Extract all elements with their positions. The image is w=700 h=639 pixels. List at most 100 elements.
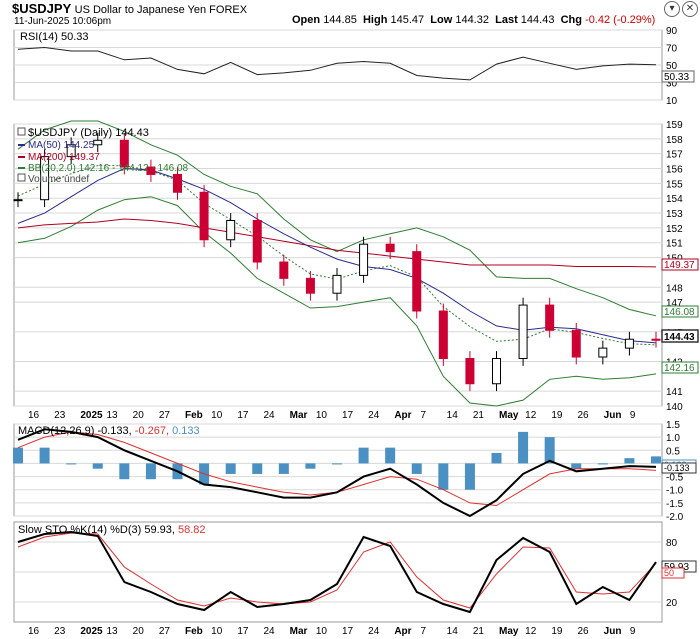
date-axis-label: 21 <box>473 626 485 637</box>
date-axis-label: Mar <box>290 410 308 421</box>
rsi-value-badge <box>661 70 695 83</box>
bb-lower-line <box>17 196 657 407</box>
high-label: High <box>362 14 388 26</box>
date-axis-label: 16 <box>28 626 40 637</box>
date-axis-label: 17 <box>342 410 354 421</box>
price-badges: 149.37 146.08 144.43 142.16 <box>661 258 699 374</box>
price-tick-label: 140 <box>666 402 683 413</box>
rsi-tick-label: 10 <box>666 96 678 107</box>
date-axis-label: 10 <box>316 626 328 637</box>
candle-body <box>571 329 581 358</box>
candle-body <box>66 144 76 158</box>
candle-body <box>332 274 342 294</box>
macd-hist-bar <box>411 463 422 474</box>
date-axis-bottom: 16 23 2025 13 20 27 Feb 10 17 24 Mar 10 17 24 Apr 7 14 21… <box>28 626 636 637</box>
rsi-line <box>17 46 657 81</box>
date-axis-label: 19 <box>551 626 563 637</box>
candle-body <box>226 219 236 241</box>
sto-grid <box>14 541 662 603</box>
date-axis-label: 2025 <box>80 626 103 637</box>
rsi-value-label: 50.33 <box>664 72 689 83</box>
bb-lower-badge <box>661 361 699 374</box>
macd-hist-bar <box>518 431 529 464</box>
date-axis-label: Jun <box>604 626 622 637</box>
sto-d-line <box>17 532 657 609</box>
open-value: 144.85 <box>323 14 357 26</box>
rsi-tick-label: 90 <box>666 26 678 37</box>
timestamp: 11-Jun-2025 10:06pm <box>14 16 112 27</box>
chart-header: $USDJPY US Dollar to Japanese Yen FOREX … <box>0 0 700 30</box>
legend-bb: BB(20,2.0) 142.16 - 144.12 - 146.08 <box>28 163 189 174</box>
candle-body <box>199 191 209 241</box>
candle-body <box>598 347 608 358</box>
date-axis-label: Feb <box>185 410 203 421</box>
date-axis-label: 24 <box>368 626 380 637</box>
macd-hist-bar <box>438 463 449 490</box>
price-tick-label: 148 <box>666 283 683 294</box>
price-tick-label: 159 <box>666 120 683 131</box>
date-axis-label: 17 <box>342 626 354 637</box>
open-label: Open <box>292 14 321 26</box>
rsi-grid <box>14 29 662 101</box>
macd-panel: 1.51.00.50.0-0.5-1.0-1.5-2.0 MACD(12,26,… <box>13 420 697 523</box>
date-axis-label: 10 <box>211 626 223 637</box>
macd-tick-label: -0.5 <box>666 473 684 484</box>
candle-body <box>438 310 448 360</box>
date-axis-label: 14 <box>447 410 459 421</box>
low-label: Low <box>430 14 453 26</box>
macd-hist-bar <box>651 456 661 464</box>
date-axis-label: Mar <box>290 626 308 637</box>
price-tick-label: 154 <box>666 194 683 205</box>
date-axis-label: Apr <box>394 410 411 421</box>
date-axis-label: 27 <box>159 626 171 637</box>
date-axis-label: 12 <box>525 410 537 421</box>
candle-body <box>359 243 369 276</box>
macd-hist-bar <box>225 463 236 474</box>
sto-legend-d: 58.82 <box>178 524 206 536</box>
macd-tick-label: 1.0 <box>666 433 680 444</box>
macd-hist-bar <box>332 463 342 465</box>
macd-hist-bar <box>119 463 130 480</box>
price-tick-label: 155 <box>666 179 683 190</box>
date-axis-label: May <box>499 410 519 421</box>
date-axis-label: 7 <box>421 626 427 637</box>
macd-hist-bar <box>358 447 369 464</box>
candle-body <box>13 199 23 202</box>
macd-tick-label: 0.5 <box>666 446 680 457</box>
candle-body <box>412 251 422 312</box>
macd-hist-bar <box>624 458 635 464</box>
candle-body <box>385 243 395 253</box>
date-axis-label: 9 <box>630 410 636 421</box>
date-axis-label: 2025 <box>80 410 103 421</box>
sto-d-badge-label: 50 <box>664 568 674 578</box>
candle-body <box>252 219 262 263</box>
symbol-code: $USDJPY <box>12 1 72 16</box>
candle-body <box>518 304 528 360</box>
date-axis-label: 17 <box>237 626 249 637</box>
macd-legend-signal: -0.267, <box>135 425 169 437</box>
macd-line <box>17 428 657 518</box>
last-label: Last <box>495 14 518 26</box>
ma200-badge-label: 149.37 <box>664 260 695 271</box>
sto-d-badge <box>661 567 685 579</box>
candle-body <box>624 338 634 349</box>
price-tick-label: 158 <box>666 135 683 146</box>
sto-legend-main: Slow STO %K(14) %D(3) 59.93, <box>18 524 175 536</box>
close-icon[interactable]: ✕ <box>682 1 698 17</box>
rsi-tick-label: 50 <box>666 61 678 72</box>
price-tick-label: 153 <box>666 209 683 220</box>
macd-hist-bar <box>252 463 263 474</box>
macd-hist-bar <box>13 447 23 464</box>
price-tick-label: 156 <box>666 165 683 176</box>
macd-hist-bar <box>385 447 396 464</box>
chevron-down-icon[interactable]: ▾ <box>664 1 680 17</box>
date-axis-label: 23 <box>54 626 66 637</box>
date-axis-label: 16 <box>28 410 40 421</box>
candle-body <box>40 156 50 201</box>
macd-hist-bar <box>278 463 289 474</box>
legend-ma50: MA(50) 144.25 <box>28 140 95 151</box>
legend-swatch-volume <box>17 173 26 182</box>
date-axis-label: 27 <box>159 410 171 421</box>
price-tick-label: 157 <box>666 150 683 161</box>
